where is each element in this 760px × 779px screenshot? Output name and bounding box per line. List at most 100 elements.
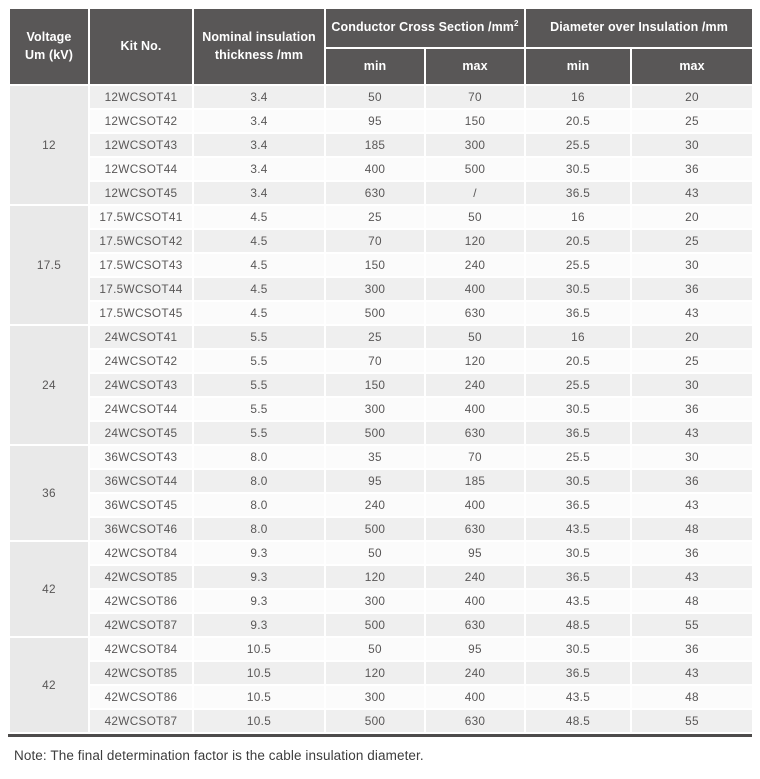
conductor-min-cell: 95: [324, 108, 426, 134]
diameter-min-cell: 36.5: [524, 660, 632, 686]
voltage-cell: 24: [8, 324, 90, 446]
table-row: 24WCSOT42 5.5 70 120 20.5 25: [9, 348, 755, 374]
conductor-max-cell: 400: [424, 684, 526, 710]
thickness-cell: 3.4: [192, 132, 326, 158]
voltage-cell: 36: [8, 444, 90, 542]
thickness-cell: 10.5: [192, 708, 326, 734]
diameter-max-cell: 25: [629, 348, 755, 374]
diameter-min-cell: 16: [524, 84, 632, 110]
thickness-cell: 8.0: [192, 468, 326, 494]
diameter-min-cell: 30.5: [524, 468, 632, 494]
diameter-max-cell: 25: [629, 108, 755, 134]
kit-no-cell: 17.5WCSOT43: [88, 252, 194, 278]
table-row: 36WCSOT46 8.0 500 630 43.5 48: [9, 516, 755, 542]
conductor-max-cell: 630: [424, 612, 526, 638]
table-row: 42WCSOT85 10.5 120 240 36.5 43: [9, 660, 755, 686]
table-row: 42 42WCSOT84 10.5 50 95 30.5 36: [8, 636, 755, 734]
conductor-max-cell: 630: [424, 708, 526, 734]
conductor-min-cell: 500: [324, 612, 426, 638]
thickness-cell: 9.3: [192, 540, 326, 566]
thickness-cell: 5.5: [192, 372, 326, 398]
conductor-max-cell: 240: [424, 564, 526, 590]
diameter-max-cell: 36: [629, 156, 755, 182]
diameter-max-cell: 36: [629, 276, 755, 302]
diameter-min-cell: 30.5: [524, 276, 632, 302]
col-header-voltage: Voltage Um (kV): [8, 7, 90, 86]
page: Voltage Um (kV) Kit No. Nominal insulati…: [8, 7, 755, 763]
thickness-cell: 3.4: [192, 156, 326, 182]
diameter-min-cell: 36.5: [524, 492, 632, 518]
thickness-cell: 5.5: [192, 324, 326, 350]
conductor-max-cell: 300: [424, 132, 526, 158]
voltage-cell: 17.5: [8, 204, 90, 326]
thickness-cell: 10.5: [192, 684, 326, 710]
conductor-min-cell: 300: [324, 684, 426, 710]
kit-no-cell: 42WCSOT85: [88, 564, 194, 590]
diameter-max-cell: 48: [629, 588, 755, 614]
diameter-min-cell: 20.5: [524, 348, 632, 374]
table-row: 42WCSOT85 9.3 120 240 36.5 43: [9, 564, 755, 590]
conductor-max-cell: 240: [424, 252, 526, 278]
thickness-cell: 3.4: [192, 180, 326, 206]
diameter-max-cell: 48: [629, 516, 755, 542]
thickness-cell: 4.5: [192, 228, 326, 254]
header-text: Um (kV): [25, 47, 73, 62]
diameter-min-cell: 20.5: [524, 108, 632, 134]
kit-no-cell: 12WCSOT45: [88, 180, 194, 206]
thickness-cell: 10.5: [192, 660, 326, 686]
conductor-max-cell: 95: [424, 540, 526, 566]
header-row-groups: Voltage Um (kV) Kit No. Nominal insulati…: [8, 7, 755, 86]
table-row: 36 36WCSOT43 8.0 35 70 25.5 30: [8, 444, 755, 542]
table-row: 12WCSOT44 3.4 400 500 30.5 36: [9, 156, 755, 182]
conductor-min-cell: 500: [324, 708, 426, 734]
diameter-min-cell: 25.5: [524, 132, 632, 158]
diameter-max-cell: 36: [629, 468, 755, 494]
voltage-cell: 12: [8, 84, 90, 206]
conductor-min-cell: 70: [324, 348, 426, 374]
conductor-max-cell: 50: [424, 324, 526, 350]
col-header-diameter-max: max: [629, 47, 755, 86]
table-row: 17.5WCSOT45 4.5 500 630 36.5 43: [9, 300, 755, 326]
voltage-cell: 42: [8, 636, 90, 734]
conductor-max-cell: 70: [424, 84, 526, 110]
kit-no-cell: 42WCSOT87: [88, 612, 194, 638]
diameter-min-cell: 30.5: [524, 156, 632, 182]
diameter-min-cell: 20.5: [524, 228, 632, 254]
kit-no-cell: 24WCSOT42: [88, 348, 194, 374]
kit-no-cell: 42WCSOT84: [88, 540, 194, 566]
diameter-min-cell: 30.5: [524, 396, 632, 422]
conductor-min-cell: 35: [324, 444, 426, 470]
conductor-min-cell: 120: [324, 564, 426, 590]
conductor-min-cell: 300: [324, 588, 426, 614]
conductor-min-cell: 25: [324, 324, 426, 350]
conductor-max-cell: 150: [424, 108, 526, 134]
footnote: Note: The final determination factor is …: [14, 748, 424, 763]
table-row: 24WCSOT45 5.5 500 630 36.5 43: [9, 420, 755, 446]
kit-no-cell: 36WCSOT46: [88, 516, 194, 542]
diameter-min-cell: 36.5: [524, 564, 632, 590]
diameter-max-cell: 36: [629, 636, 755, 662]
table-row: 12 12WCSOT41 3.4 50 70 16 20: [8, 84, 755, 206]
diameter-min-cell: 16: [524, 204, 632, 230]
kit-no-cell: 24WCSOT43: [88, 372, 194, 398]
conductor-min-cell: 300: [324, 396, 426, 422]
table-row: 42 42WCSOT84 9.3 50 95 30.5 36: [8, 540, 755, 638]
table-row: 42WCSOT86 10.5 300 400 43.5 48: [9, 684, 755, 710]
conductor-max-cell: 400: [424, 396, 526, 422]
thickness-cell: 9.3: [192, 564, 326, 590]
diameter-min-cell: 36.5: [524, 180, 632, 206]
table-row: 12WCSOT45 3.4 630/36.5 43: [9, 180, 755, 206]
kit-no-cell: 12WCSOT44: [88, 156, 194, 182]
col-header-conductor-cross-section: Conductor Cross Section /mm2: [324, 7, 526, 49]
kit-no-cell: 36WCSOT44: [88, 468, 194, 494]
table-row: 24WCSOT44 5.5 300 400 30.5 36: [9, 396, 755, 422]
thickness-cell: 9.3: [192, 588, 326, 614]
diameter-max-cell: 30: [629, 132, 755, 158]
col-header-nominal-thickness: Nominal insulation thickness /mm: [192, 7, 326, 86]
kit-no-cell: 17.5WCSOT42: [88, 228, 194, 254]
kit-no-cell: 17.5WCSOT44: [88, 276, 194, 302]
conductor-min-cell: 50: [324, 636, 426, 662]
kit-no-cell: 24WCSOT44: [88, 396, 194, 422]
conductor-min-cell: 240: [324, 492, 426, 518]
conductor-min-cell: 400: [324, 156, 426, 182]
